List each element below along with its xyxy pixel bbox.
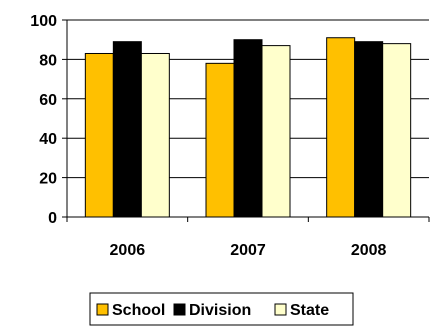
bar-school-2007 [205, 62, 235, 218]
y-tick-label: 100 [30, 13, 57, 30]
legend-swatch-school [96, 303, 109, 316]
x-tick-label: 2007 [230, 242, 266, 259]
y-axis-tick-labels: 0 20 40 60 80 100 [30, 13, 57, 227]
bar-division-2008 [354, 41, 384, 218]
x-axis-tick-labels: 2006 2007 2008 [110, 242, 387, 259]
legend-label-division: Division [189, 302, 251, 319]
bar-state-2006 [140, 52, 170, 218]
bars [84, 37, 412, 218]
legend-box [89, 292, 354, 326]
y-tick-label: 0 [48, 210, 57, 227]
bar-state-2007 [261, 45, 291, 218]
bar-school-2006 [84, 52, 114, 218]
y-tick-label: 60 [39, 92, 57, 109]
legend-label-school: School [112, 302, 165, 319]
x-tick-label: 2006 [110, 242, 146, 259]
bar-division-2006 [112, 41, 142, 218]
bar-division-2007 [233, 39, 263, 218]
bar-school-2008 [326, 37, 356, 218]
legend-swatch-state [274, 303, 287, 316]
axes [62, 19, 430, 222]
bar-state-2008 [382, 43, 412, 218]
x-tick-label: 2008 [351, 242, 387, 259]
y-tick-label: 20 [39, 171, 57, 188]
y-tick-label: 40 [39, 131, 57, 148]
legend-label-state: State [290, 302, 329, 319]
legend-swatch-division [173, 303, 186, 316]
legend: School Division State [89, 292, 354, 326]
y-tick-label: 80 [39, 52, 57, 69]
